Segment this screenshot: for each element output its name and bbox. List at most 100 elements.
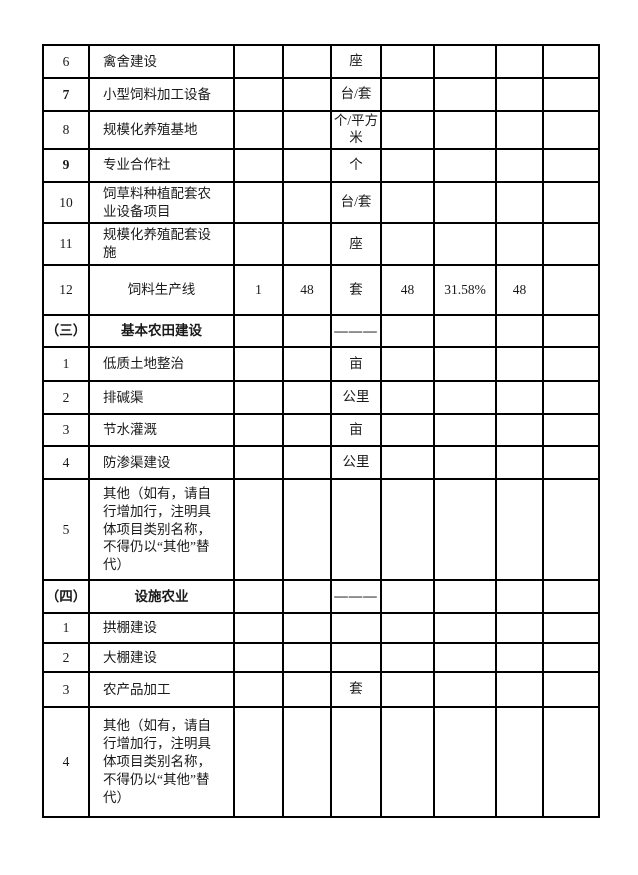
table-row: 4 其他（如有，请自行增加行，注明具体项目类别名称，不得仍以“其他”替代） — [42, 706, 600, 818]
cell-c6 — [380, 671, 435, 708]
cell-unit: 公里 — [330, 380, 382, 415]
cell-no: （四） — [42, 579, 90, 614]
cell-name: 其他（如有，请自行增加行，注明具体项目类别名称，不得仍以“其他”替代） — [88, 706, 235, 818]
cell-c9 — [542, 147, 600, 183]
cell-c7 — [433, 380, 497, 415]
cell-no: 2 — [42, 642, 90, 673]
cell-c7 — [433, 346, 497, 382]
cell-c6 — [380, 180, 435, 225]
cell-unit: 台/套 — [330, 77, 382, 112]
cell-c3 — [233, 380, 284, 415]
cell-unit: ——— — [330, 579, 382, 614]
cell-c3 — [233, 180, 284, 225]
cell-c3 — [233, 77, 284, 112]
cell-c8 — [495, 671, 544, 708]
cell-no: 2 — [42, 380, 90, 415]
cell-no: 3 — [42, 671, 90, 708]
cell-c4 — [282, 314, 332, 348]
cell-c8 — [495, 642, 544, 673]
cell-c9 — [542, 671, 600, 708]
cell-unit: 亩 — [330, 346, 382, 382]
cell-c4 — [282, 44, 332, 79]
cell-c4 — [282, 413, 332, 447]
cell-name: 大棚建设 — [88, 642, 235, 673]
cell-name: 节水灌溉 — [88, 413, 235, 447]
cell-no: （三） — [42, 314, 90, 348]
cell-c3 — [233, 478, 284, 581]
cell-c6 — [380, 445, 435, 480]
cell-c9 — [542, 44, 600, 79]
cell-c3 — [233, 579, 284, 614]
cell-c3 — [233, 642, 284, 673]
cell-c4 — [282, 579, 332, 614]
cell-unit — [330, 642, 382, 673]
cell-c3 — [233, 44, 284, 79]
cell-unit: 亩 — [330, 413, 382, 447]
cell-c6: 48 — [380, 264, 435, 316]
cell-c9 — [542, 314, 600, 348]
cell-c6 — [380, 110, 435, 150]
cell-c4 — [282, 180, 332, 225]
cell-c6 — [380, 380, 435, 415]
cell-name: 低质土地整治 — [88, 346, 235, 382]
cell-c3 — [233, 671, 284, 708]
cell-name: 禽舍建设 — [88, 44, 235, 79]
section-row: （四） 设施农业 ——— — [42, 579, 600, 614]
cell-name: 农产品加工 — [88, 671, 235, 708]
cell-c4 — [282, 671, 332, 708]
cell-c7 — [433, 478, 497, 581]
cell-c7: 31.58% — [433, 264, 497, 316]
table-row: 6 禽舍建设 座 — [42, 44, 600, 79]
cell-c6 — [380, 478, 435, 581]
cell-c3 — [233, 413, 284, 447]
cell-no: 8 — [42, 110, 90, 150]
cell-unit: 套 — [330, 671, 382, 708]
cell-c9 — [542, 579, 600, 614]
cell-c4 — [282, 346, 332, 382]
table-row: 11 规模化养殖配套设施 座 — [42, 222, 600, 266]
cell-c4 — [282, 612, 332, 644]
cell-c3: 1 — [233, 264, 284, 316]
cell-c9 — [542, 77, 600, 112]
cell-no: 4 — [42, 706, 90, 818]
cell-c8 — [495, 579, 544, 614]
cell-c3 — [233, 346, 284, 382]
table-row: 2 排碱渠 公里 — [42, 380, 600, 415]
cell-no: 10 — [42, 180, 90, 225]
cell-unit: 套 — [330, 264, 382, 316]
cell-c9 — [542, 445, 600, 480]
cell-c8 — [495, 180, 544, 225]
cell-no: 6 — [42, 44, 90, 79]
cell-c6 — [380, 579, 435, 614]
cell-no: 1 — [42, 612, 90, 644]
cell-c8 — [495, 147, 544, 183]
table-row: 4 防渗渠建设 公里 — [42, 445, 600, 480]
cell-c8 — [495, 77, 544, 112]
cell-no: 7 — [42, 77, 90, 112]
cell-c3 — [233, 222, 284, 266]
table-row: 5 其他（如有，请自行增加行，注明具体项目类别名称，不得仍以“其他”替代） — [42, 478, 600, 581]
cell-unit: 个 — [330, 147, 382, 183]
cell-c8 — [495, 44, 544, 79]
cell-c6 — [380, 147, 435, 183]
table-row: 1 低质土地整治 亩 — [42, 346, 600, 382]
cell-c9 — [542, 380, 600, 415]
cell-c7 — [433, 706, 497, 818]
cell-c9 — [542, 346, 600, 382]
cell-unit: ——— — [330, 314, 382, 348]
cell-c9 — [542, 706, 600, 818]
cell-unit: 座 — [330, 222, 382, 266]
table-row: 3 节水灌溉 亩 — [42, 413, 600, 447]
cell-c7 — [433, 642, 497, 673]
cell-name: 防渗渠建设 — [88, 445, 235, 480]
cell-c4 — [282, 147, 332, 183]
cell-unit — [330, 612, 382, 644]
cell-unit: 台/套 — [330, 180, 382, 225]
table-row: 1 拱棚建设 — [42, 612, 600, 644]
cell-c9 — [542, 180, 600, 225]
cell-c7 — [433, 413, 497, 447]
cell-c6 — [380, 413, 435, 447]
cell-c9 — [542, 264, 600, 316]
cell-name: 规模化养殖配套设施 — [88, 222, 235, 266]
cell-c7 — [433, 579, 497, 614]
